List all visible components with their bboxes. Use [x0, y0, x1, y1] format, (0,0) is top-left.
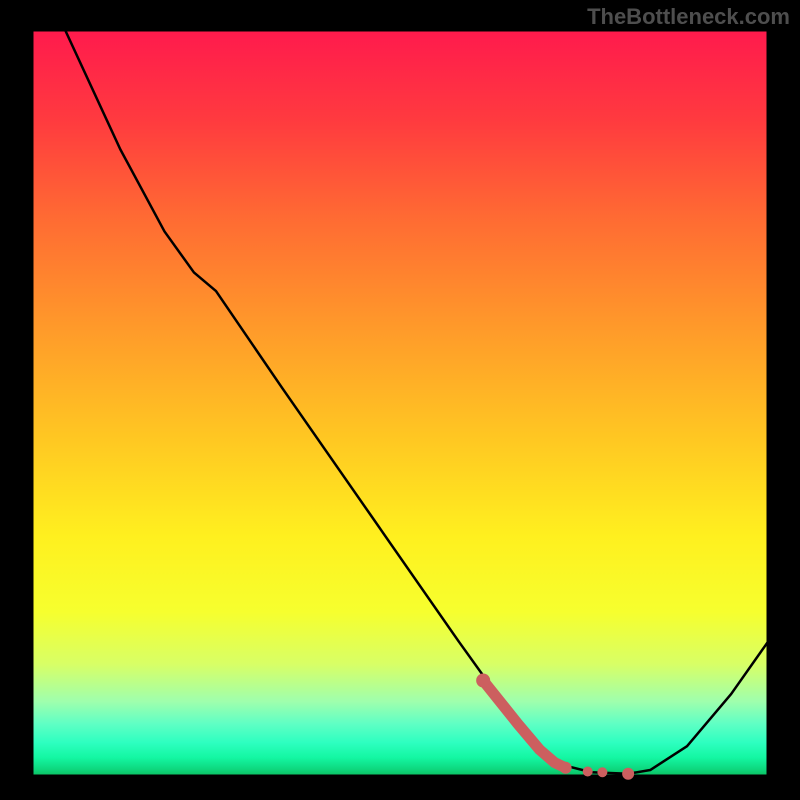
highlight-dot — [597, 767, 607, 777]
highlight-dot — [476, 674, 490, 688]
plot-background — [32, 30, 768, 776]
highlight-dot — [622, 768, 634, 780]
attribution-text: TheBottleneck.com — [587, 4, 790, 30]
chart-svg — [0, 0, 800, 800]
chart-container: TheBottleneck.com — [0, 0, 800, 800]
highlight-dot — [560, 762, 572, 774]
highlight-dot — [583, 767, 593, 777]
